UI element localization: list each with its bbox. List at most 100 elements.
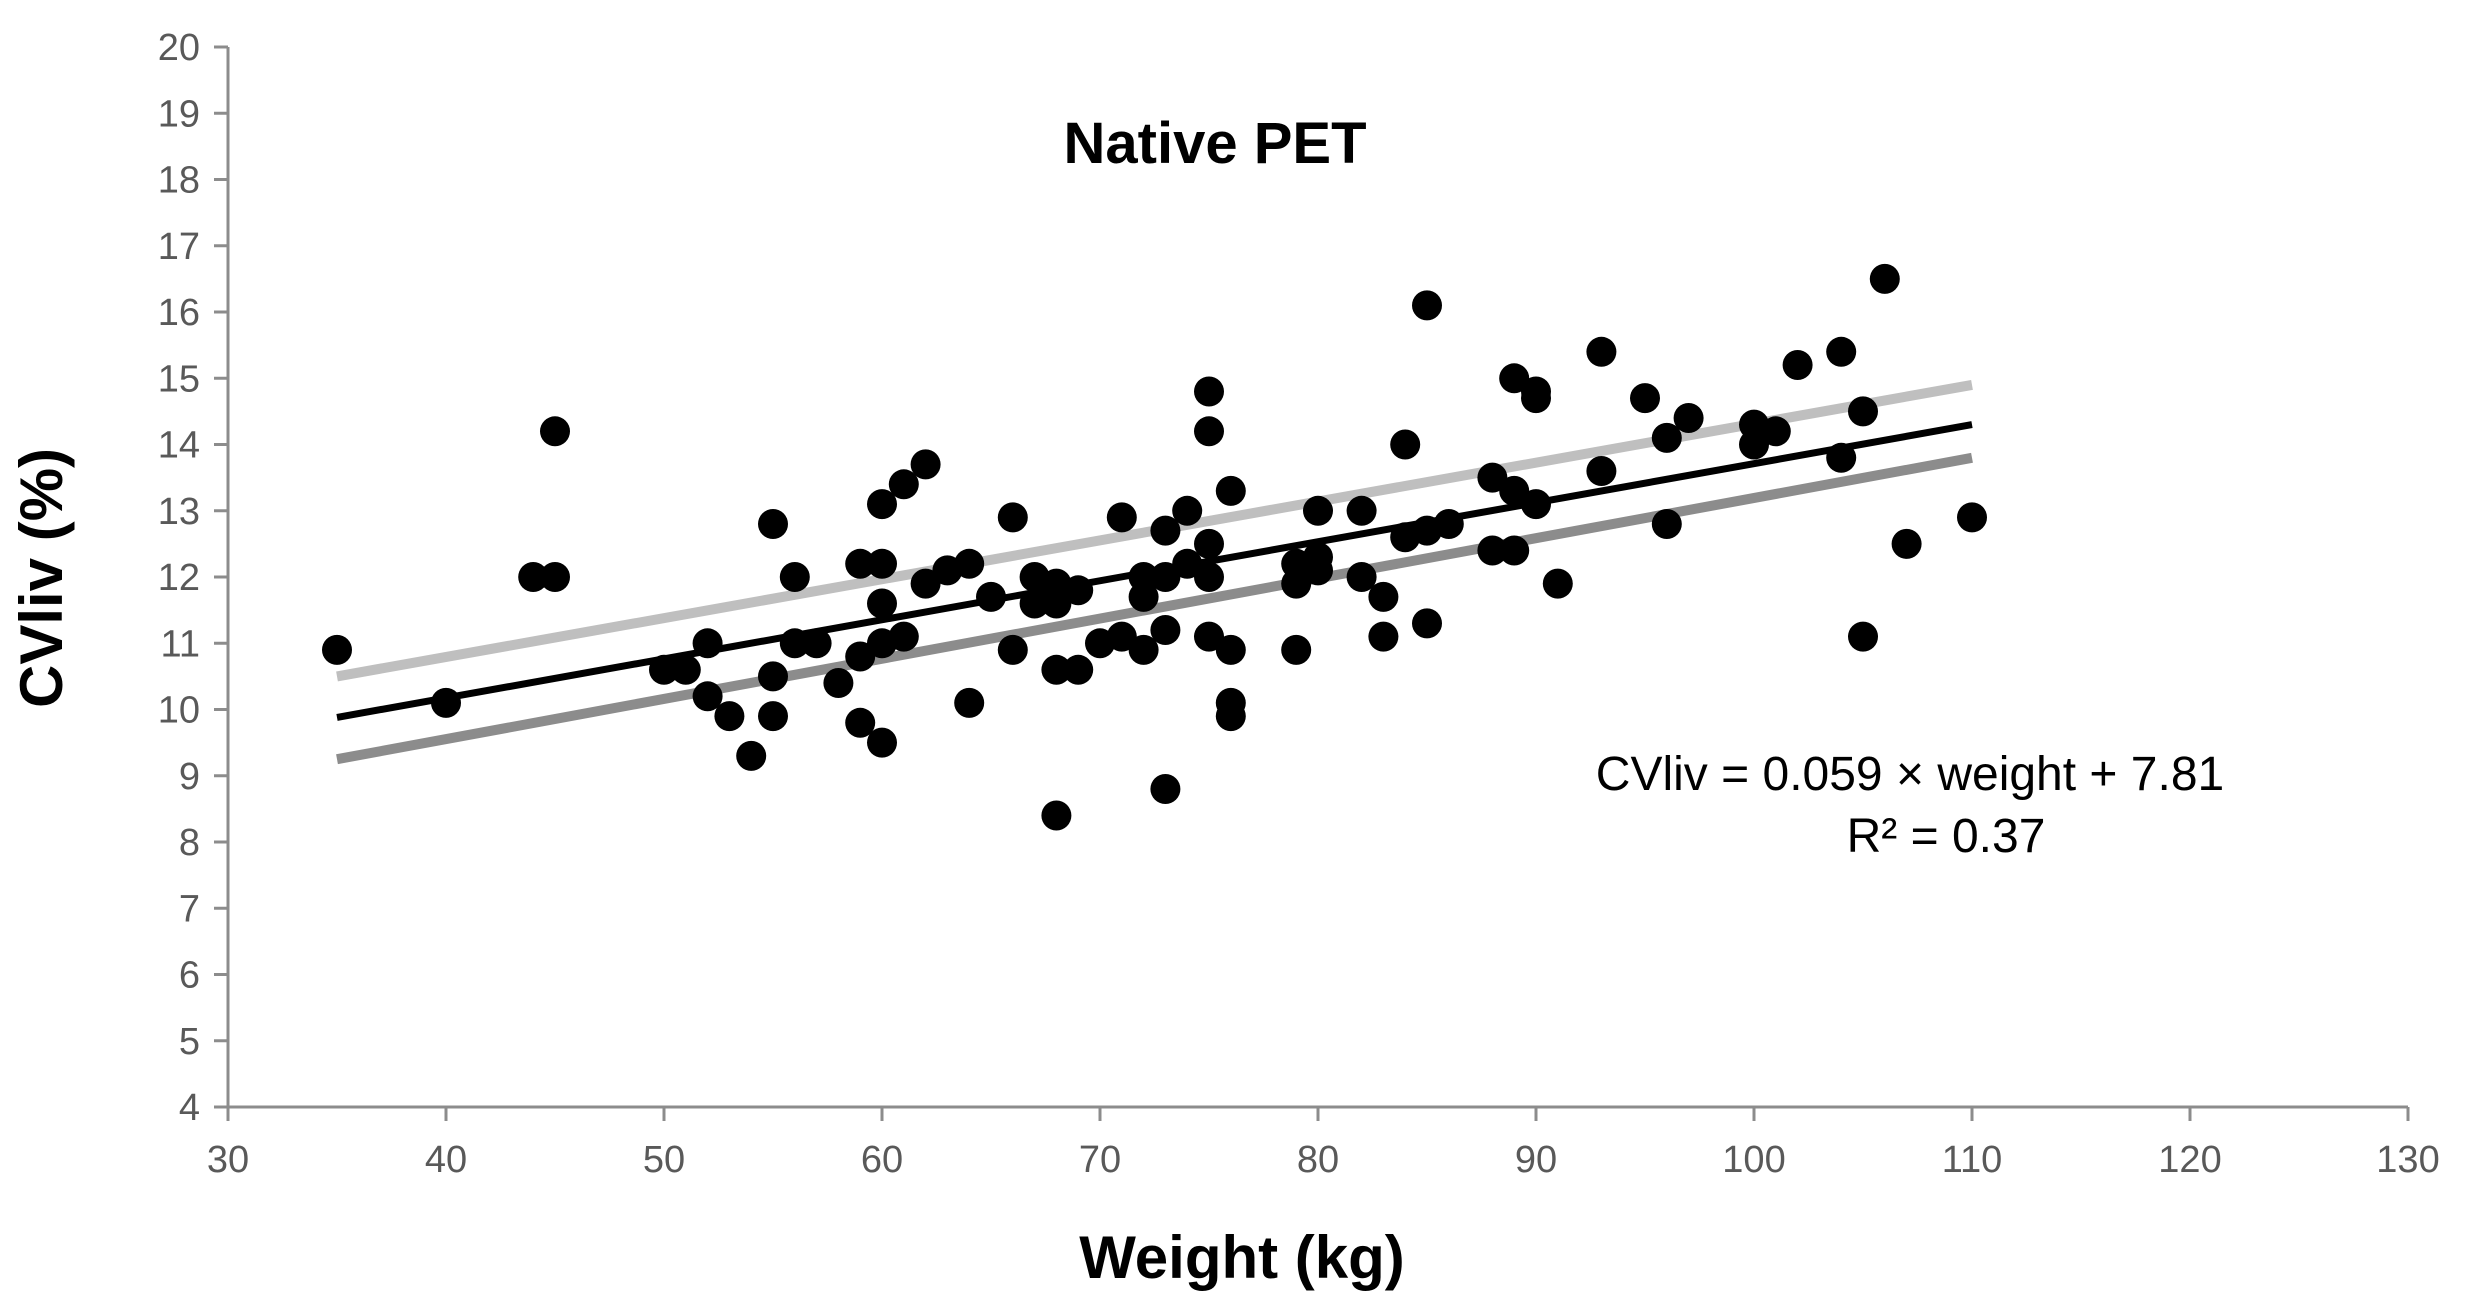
data-point	[1782, 350, 1813, 380]
data-point	[1760, 416, 1791, 447]
data-point	[1651, 509, 1682, 539]
data-point	[801, 628, 832, 659]
data-point	[867, 727, 897, 758]
data-point	[692, 628, 723, 659]
data-point	[431, 687, 461, 718]
data-point	[1063, 654, 1094, 685]
data-point	[1433, 509, 1464, 539]
data-point	[1215, 701, 1246, 732]
y-tick-label: 10	[158, 690, 200, 732]
data-point	[518, 562, 549, 592]
x-tick-label: 100	[1722, 1139, 1785, 1181]
data-point	[540, 416, 570, 447]
y-tick-label: 19	[158, 93, 200, 135]
data-point	[1303, 555, 1333, 586]
data-point	[1499, 535, 1530, 566]
data-point	[1041, 654, 1072, 685]
data-point	[540, 562, 570, 592]
x-tick-labels: 30 40 50 60 70 80 90 100 110 120 130	[207, 1139, 2440, 1181]
data-point	[736, 740, 767, 771]
y-tick-label: 13	[158, 491, 200, 533]
data-point	[1586, 336, 1617, 367]
data-point	[1848, 396, 1878, 427]
data-point	[649, 654, 679, 685]
data-point	[976, 581, 1006, 612]
data-point	[867, 548, 897, 579]
y-tick-label: 16	[158, 292, 200, 334]
data-point	[1848, 621, 1878, 652]
data-point	[1412, 290, 1442, 321]
y-axis-title: CVliv (%)	[8, 448, 75, 708]
data-point	[1150, 615, 1181, 645]
data-point	[1194, 416, 1224, 447]
y-tick-label: 11	[161, 623, 200, 665]
data-point	[1412, 608, 1442, 639]
data-point	[1215, 475, 1246, 506]
x-tick-label: 110	[1942, 1139, 2003, 1181]
x-tick-label: 80	[1297, 1139, 1339, 1181]
data-point	[670, 654, 701, 685]
y-tick-label: 15	[158, 358, 200, 400]
data-point	[1346, 562, 1377, 592]
data-point	[758, 661, 788, 692]
x-tick-label: 70	[1079, 1139, 1121, 1181]
data-point	[954, 687, 985, 718]
data-point	[779, 628, 810, 659]
data-point	[1826, 336, 1857, 367]
data-point	[1826, 442, 1857, 473]
data-point	[1106, 502, 1137, 533]
y-tick-label: 17	[158, 226, 200, 268]
data-point	[1041, 588, 1072, 619]
data-point	[1281, 568, 1312, 599]
data-point	[1194, 621, 1224, 652]
data-point	[1521, 489, 1551, 520]
y-tick-label: 9	[179, 756, 200, 798]
axes-layer	[214, 45, 2410, 1121]
x-tick-label: 50	[643, 1139, 685, 1181]
y-tick-label: 14	[158, 425, 200, 467]
data-point	[1499, 363, 1530, 394]
data-point	[888, 621, 919, 652]
data-point	[1172, 495, 1203, 526]
data-point	[779, 562, 810, 592]
data-point	[1346, 495, 1377, 526]
x-tick-label: 120	[2158, 1139, 2221, 1181]
data-point	[1368, 581, 1399, 612]
data-point	[1477, 462, 1508, 493]
data-point	[888, 469, 919, 500]
data-point	[997, 502, 1028, 533]
data-point	[322, 634, 352, 665]
data-point	[1891, 528, 1922, 559]
data-point	[1477, 535, 1508, 566]
data-point	[1172, 548, 1203, 579]
lower-limit-line	[336, 452, 1973, 765]
data-point	[1150, 562, 1181, 592]
data-point	[1390, 429, 1421, 460]
data-point	[910, 449, 941, 480]
y-tick-label: 20	[158, 27, 200, 69]
data-point	[1128, 581, 1159, 612]
data-point	[1586, 456, 1617, 486]
data-point	[1063, 575, 1094, 606]
y-tick-label: 8	[179, 822, 200, 864]
data-point	[845, 641, 876, 672]
data-point	[954, 548, 985, 579]
y-tick-label: 6	[179, 955, 200, 997]
data-point	[758, 701, 788, 732]
data-point	[1739, 429, 1769, 460]
data-point	[1106, 621, 1137, 652]
data-point	[1368, 621, 1399, 652]
data-point	[758, 509, 788, 539]
data-point	[692, 681, 723, 712]
x-tick-label: 30	[207, 1139, 249, 1181]
data-point	[845, 707, 876, 738]
data-point	[1215, 634, 1246, 665]
data-point	[1019, 588, 1050, 619]
x-tick-label: 60	[861, 1139, 903, 1181]
x-axis-title: Weight (kg)	[1079, 1224, 1405, 1291]
data-point	[1194, 376, 1224, 407]
data-point	[1630, 383, 1660, 414]
point-series-layer	[322, 263, 1987, 831]
